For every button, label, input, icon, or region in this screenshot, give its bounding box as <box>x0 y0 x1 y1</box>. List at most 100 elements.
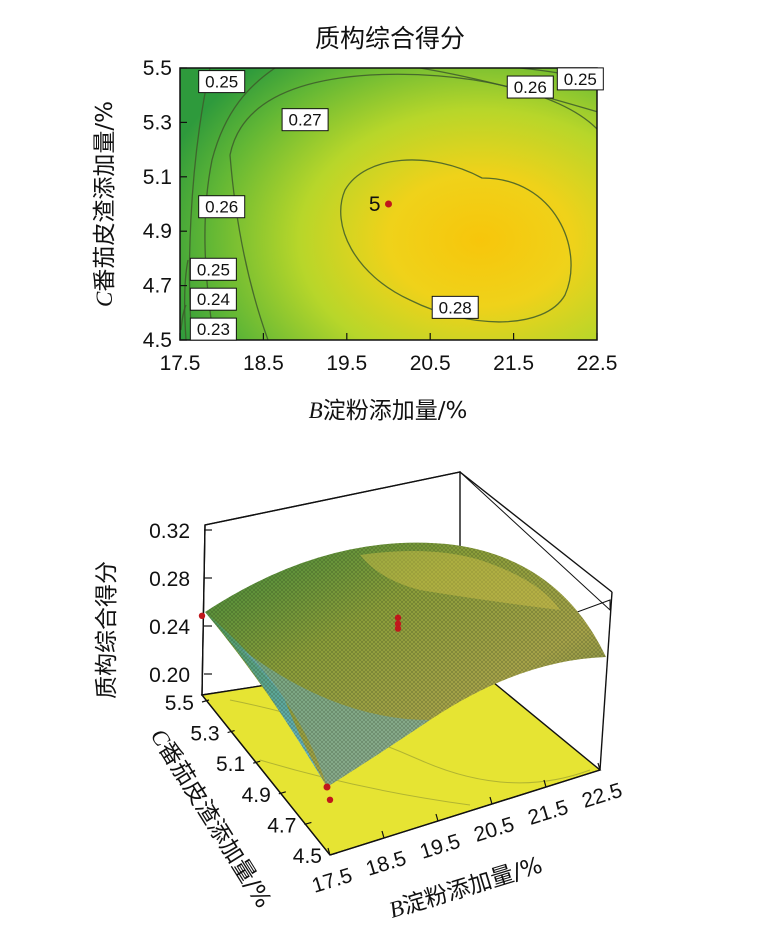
contour-level-label: 0.24 <box>189 287 237 311</box>
surface-z-tick-label: 0.28 <box>149 568 190 591</box>
contour-x-text: 淀粉添加量/% <box>323 398 468 424</box>
contour-level-label: 0.26 <box>198 195 246 219</box>
contour-line <box>180 304 187 331</box>
contour-level-label: 0.25 <box>189 257 237 281</box>
surface-b-tick-label: 19.5 <box>417 830 463 864</box>
contour-label-box <box>556 67 604 91</box>
surface-design-point <box>326 796 334 803</box>
contour-x-var: B <box>309 398 323 423</box>
contour-label-text: 0.25 <box>564 70 597 89</box>
surface-c-tick-label: 4.5 <box>293 845 322 868</box>
surface-c-tick-label: 4.7 <box>267 814 296 837</box>
contour-line <box>188 68 211 340</box>
surface-b-tick-label: 21.5 <box>525 796 571 830</box>
surface-z-label: 质构综合得分 <box>94 561 120 699</box>
contour-y-text: 番茄皮渣添加量/% <box>92 101 118 292</box>
contour-label-box <box>189 317 237 341</box>
surface-c-tick-label: 5.5 <box>165 692 194 715</box>
contour-label-text: 0.26 <box>205 198 238 217</box>
surface-plot: 0.32 0.28 0.24 0.20 5.5 5.3 5.1 4.9 4.7 4.5 17.5… <box>94 470 625 923</box>
contour-level-label: 0.23 <box>189 317 237 341</box>
surface-mesh <box>205 542 606 787</box>
contour-y-label: C番茄皮渣添加量/% <box>92 101 118 307</box>
contour-label-box <box>506 75 554 99</box>
surface-c-tick-label: 5.1 <box>216 753 245 776</box>
contour-x-tick-label: 18.5 <box>243 352 284 375</box>
surface-z-tick-label: 0.24 <box>149 616 190 639</box>
surface-b-var: B <box>386 895 407 923</box>
contour-y-tick-label: 4.9 <box>143 220 172 243</box>
surface-b-tick-mark <box>489 796 493 805</box>
design-point: 5 <box>369 193 392 216</box>
surface-design-points <box>198 612 402 803</box>
contour-x-tick-label: 20.5 <box>410 352 451 375</box>
contour-y-tick-label: 5.3 <box>143 111 172 134</box>
design-point-marker <box>385 200 392 208</box>
contour-label-text: 0.27 <box>289 111 322 130</box>
contour-plot: 质构综合得分 17.5 18.5 19.5 20.5 21.5 22.5 4.54.74.… <box>92 24 617 424</box>
contour-label-text: 0.28 <box>439 298 472 317</box>
contour-title: 质构综合得分 <box>315 24 465 53</box>
contour-y-tick-label: 4.7 <box>143 275 172 298</box>
contour-x-tick-label: 17.5 <box>160 352 201 375</box>
contour-y-tick-label: 5.5 <box>143 57 172 80</box>
surface-c-tick-mark <box>278 791 286 795</box>
contour-label-box <box>189 287 237 311</box>
contour-line <box>340 159 572 323</box>
surface-design-point <box>323 783 331 791</box>
contour-line <box>229 73 597 340</box>
surface-b-tick-label: 22.5 <box>579 779 625 813</box>
surface-b-tick-label: 20.5 <box>471 813 517 847</box>
design-point-label: 5 <box>369 193 381 216</box>
contour-x-tick-label: 21.5 <box>493 352 534 375</box>
surface-b-tick-label: 18.5 <box>363 847 409 881</box>
surface-b-tick-mark <box>327 847 331 856</box>
contour-x-tick-label: 19.5 <box>326 352 367 375</box>
contour-line <box>184 259 189 340</box>
surface-b-tick-mark <box>435 813 439 822</box>
surface-c-tick-label: 5.3 <box>190 723 219 746</box>
surface-b-tick-mark <box>381 830 385 839</box>
contour-label-box <box>198 70 246 94</box>
box-top-left-edge <box>204 471 461 526</box>
surface-highlight <box>360 551 560 610</box>
surface-design-point <box>198 612 206 619</box>
surface-b-tick-mark <box>543 779 547 788</box>
floor-contour-2 <box>259 759 471 806</box>
contour-label-text: 0.26 <box>514 78 547 97</box>
contour-level-label: 0.27 <box>281 108 329 132</box>
surface-design-point <box>394 625 402 632</box>
surface-z-tick-label: 0.32 <box>149 520 190 543</box>
contour-label-text: 0.24 <box>197 290 230 309</box>
surface-c-ticks: 5.5 5.3 5.1 4.9 4.7 4.5 <box>165 692 338 868</box>
surface-c-tick-mark <box>304 821 312 825</box>
contour-y-ticks: 4.5 4.7 4.9 5.1 5.3 5.5 <box>143 57 187 352</box>
contour-frame <box>179 67 598 341</box>
surface-design-point <box>394 620 402 627</box>
b-axis-line <box>329 769 601 856</box>
contour-label-box <box>431 295 479 319</box>
z-axis-line <box>201 524 206 696</box>
contour-level-label: 0.25 <box>556 67 604 91</box>
contour-level-label: 0.28 <box>431 295 479 319</box>
surface-design-point <box>394 614 402 621</box>
surface-c-tick-label: 4.9 <box>242 784 271 807</box>
surface-z-tick-label: 0.20 <box>149 664 190 687</box>
c-axis-line <box>201 694 331 856</box>
contour-level-labels: 0.25 0.27 0.26 0.25 0.26 0.25 0.24 0.23 0.28 <box>189 67 604 341</box>
contour-y-tick-label: 5.1 <box>143 166 172 189</box>
surface-b-text: 淀粉添加量/% <box>400 852 546 919</box>
contour-level-label: 0.26 <box>506 75 554 99</box>
surface-c-tick-mark <box>253 760 261 764</box>
contour-label-text: 0.23 <box>197 320 230 339</box>
contour-x-label: B淀粉添加量/% <box>309 398 468 424</box>
surface-c-tick-mark <box>329 852 338 856</box>
contour-x-ticks: 17.5 18.5 19.5 20.5 21.5 22.5 <box>160 333 617 375</box>
surface-b-tick-mark <box>597 762 601 771</box>
contour-label-box <box>198 195 246 219</box>
surface-c-tick-mark <box>201 699 210 703</box>
contour-label-text: 0.25 <box>205 73 238 92</box>
surface-b-label: B淀粉添加量/% <box>386 852 545 923</box>
contour-level-label: 0.25 <box>198 70 246 94</box>
